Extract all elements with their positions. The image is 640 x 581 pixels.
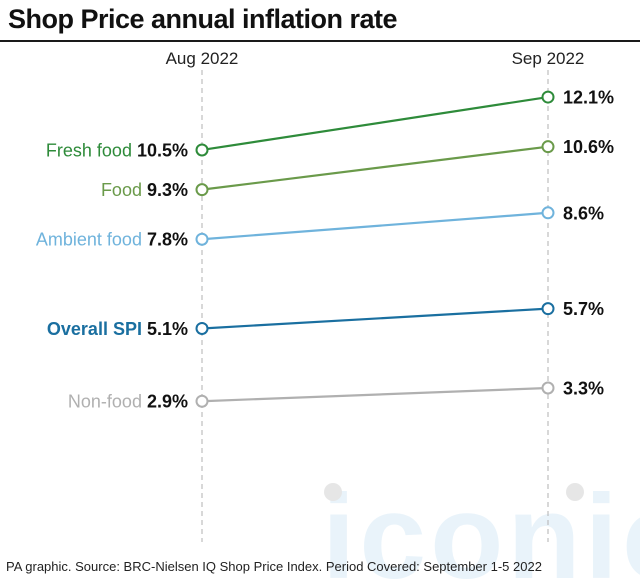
point-start-4	[195, 394, 209, 408]
series-name-3: Overall SPI	[47, 319, 147, 339]
point-end-2	[541, 206, 555, 220]
series-line-4	[201, 386, 549, 403]
series-label-0: Fresh food 10.5%	[46, 140, 188, 160]
series-name-4: Non-food	[68, 392, 147, 412]
series-line-0	[201, 95, 549, 152]
watermark-dot-1	[324, 483, 342, 501]
start-value-label-4: 2.9%	[147, 392, 188, 412]
end-value-label-1: 10.6%	[563, 137, 614, 157]
chart-title: Shop Price annual inflation rate	[8, 4, 398, 34]
point-start-3	[195, 321, 209, 335]
start-value-label-3: 5.1%	[147, 319, 188, 339]
watermark-dot-2	[566, 483, 584, 501]
watermark: iconic	[322, 470, 640, 581]
category-label-1: Sep 2022	[512, 49, 585, 68]
point-start-1	[195, 183, 209, 197]
point-end-0	[541, 90, 555, 104]
start-value-label-2: 7.8%	[147, 230, 188, 250]
series-line-2	[201, 211, 549, 241]
point-end-1	[541, 140, 555, 154]
end-value-label-3: 5.7%	[563, 299, 604, 319]
start-value-label-0: 10.5%	[137, 140, 188, 160]
series-line-1	[201, 145, 549, 191]
start-value-label-1: 9.3%	[147, 180, 188, 200]
series-label-4: Non-food 2.9%	[68, 392, 188, 412]
series-name-0: Fresh food	[46, 140, 137, 160]
category-label-0: Aug 2022	[166, 49, 239, 68]
series-label-1: Food 9.3%	[101, 180, 188, 200]
footer-source: PA graphic. Source: BRC-Nielsen IQ Shop …	[6, 559, 542, 574]
end-value-label-0: 12.1%	[563, 88, 614, 108]
watermark-text: iconic	[322, 470, 640, 581]
point-start-2	[195, 232, 209, 246]
series-name-1: Food	[101, 180, 147, 200]
series-label-2: Ambient food 7.8%	[36, 230, 188, 250]
point-end-3	[541, 302, 555, 316]
series-line-3	[201, 307, 549, 330]
title-rule	[0, 40, 640, 42]
series-label-3: Overall SPI 5.1%	[47, 319, 188, 339]
series-name-2: Ambient food	[36, 230, 147, 250]
end-value-label-2: 8.6%	[563, 203, 604, 223]
end-value-label-4: 3.3%	[563, 379, 604, 399]
point-start-0	[195, 143, 209, 157]
point-end-4	[541, 381, 555, 395]
